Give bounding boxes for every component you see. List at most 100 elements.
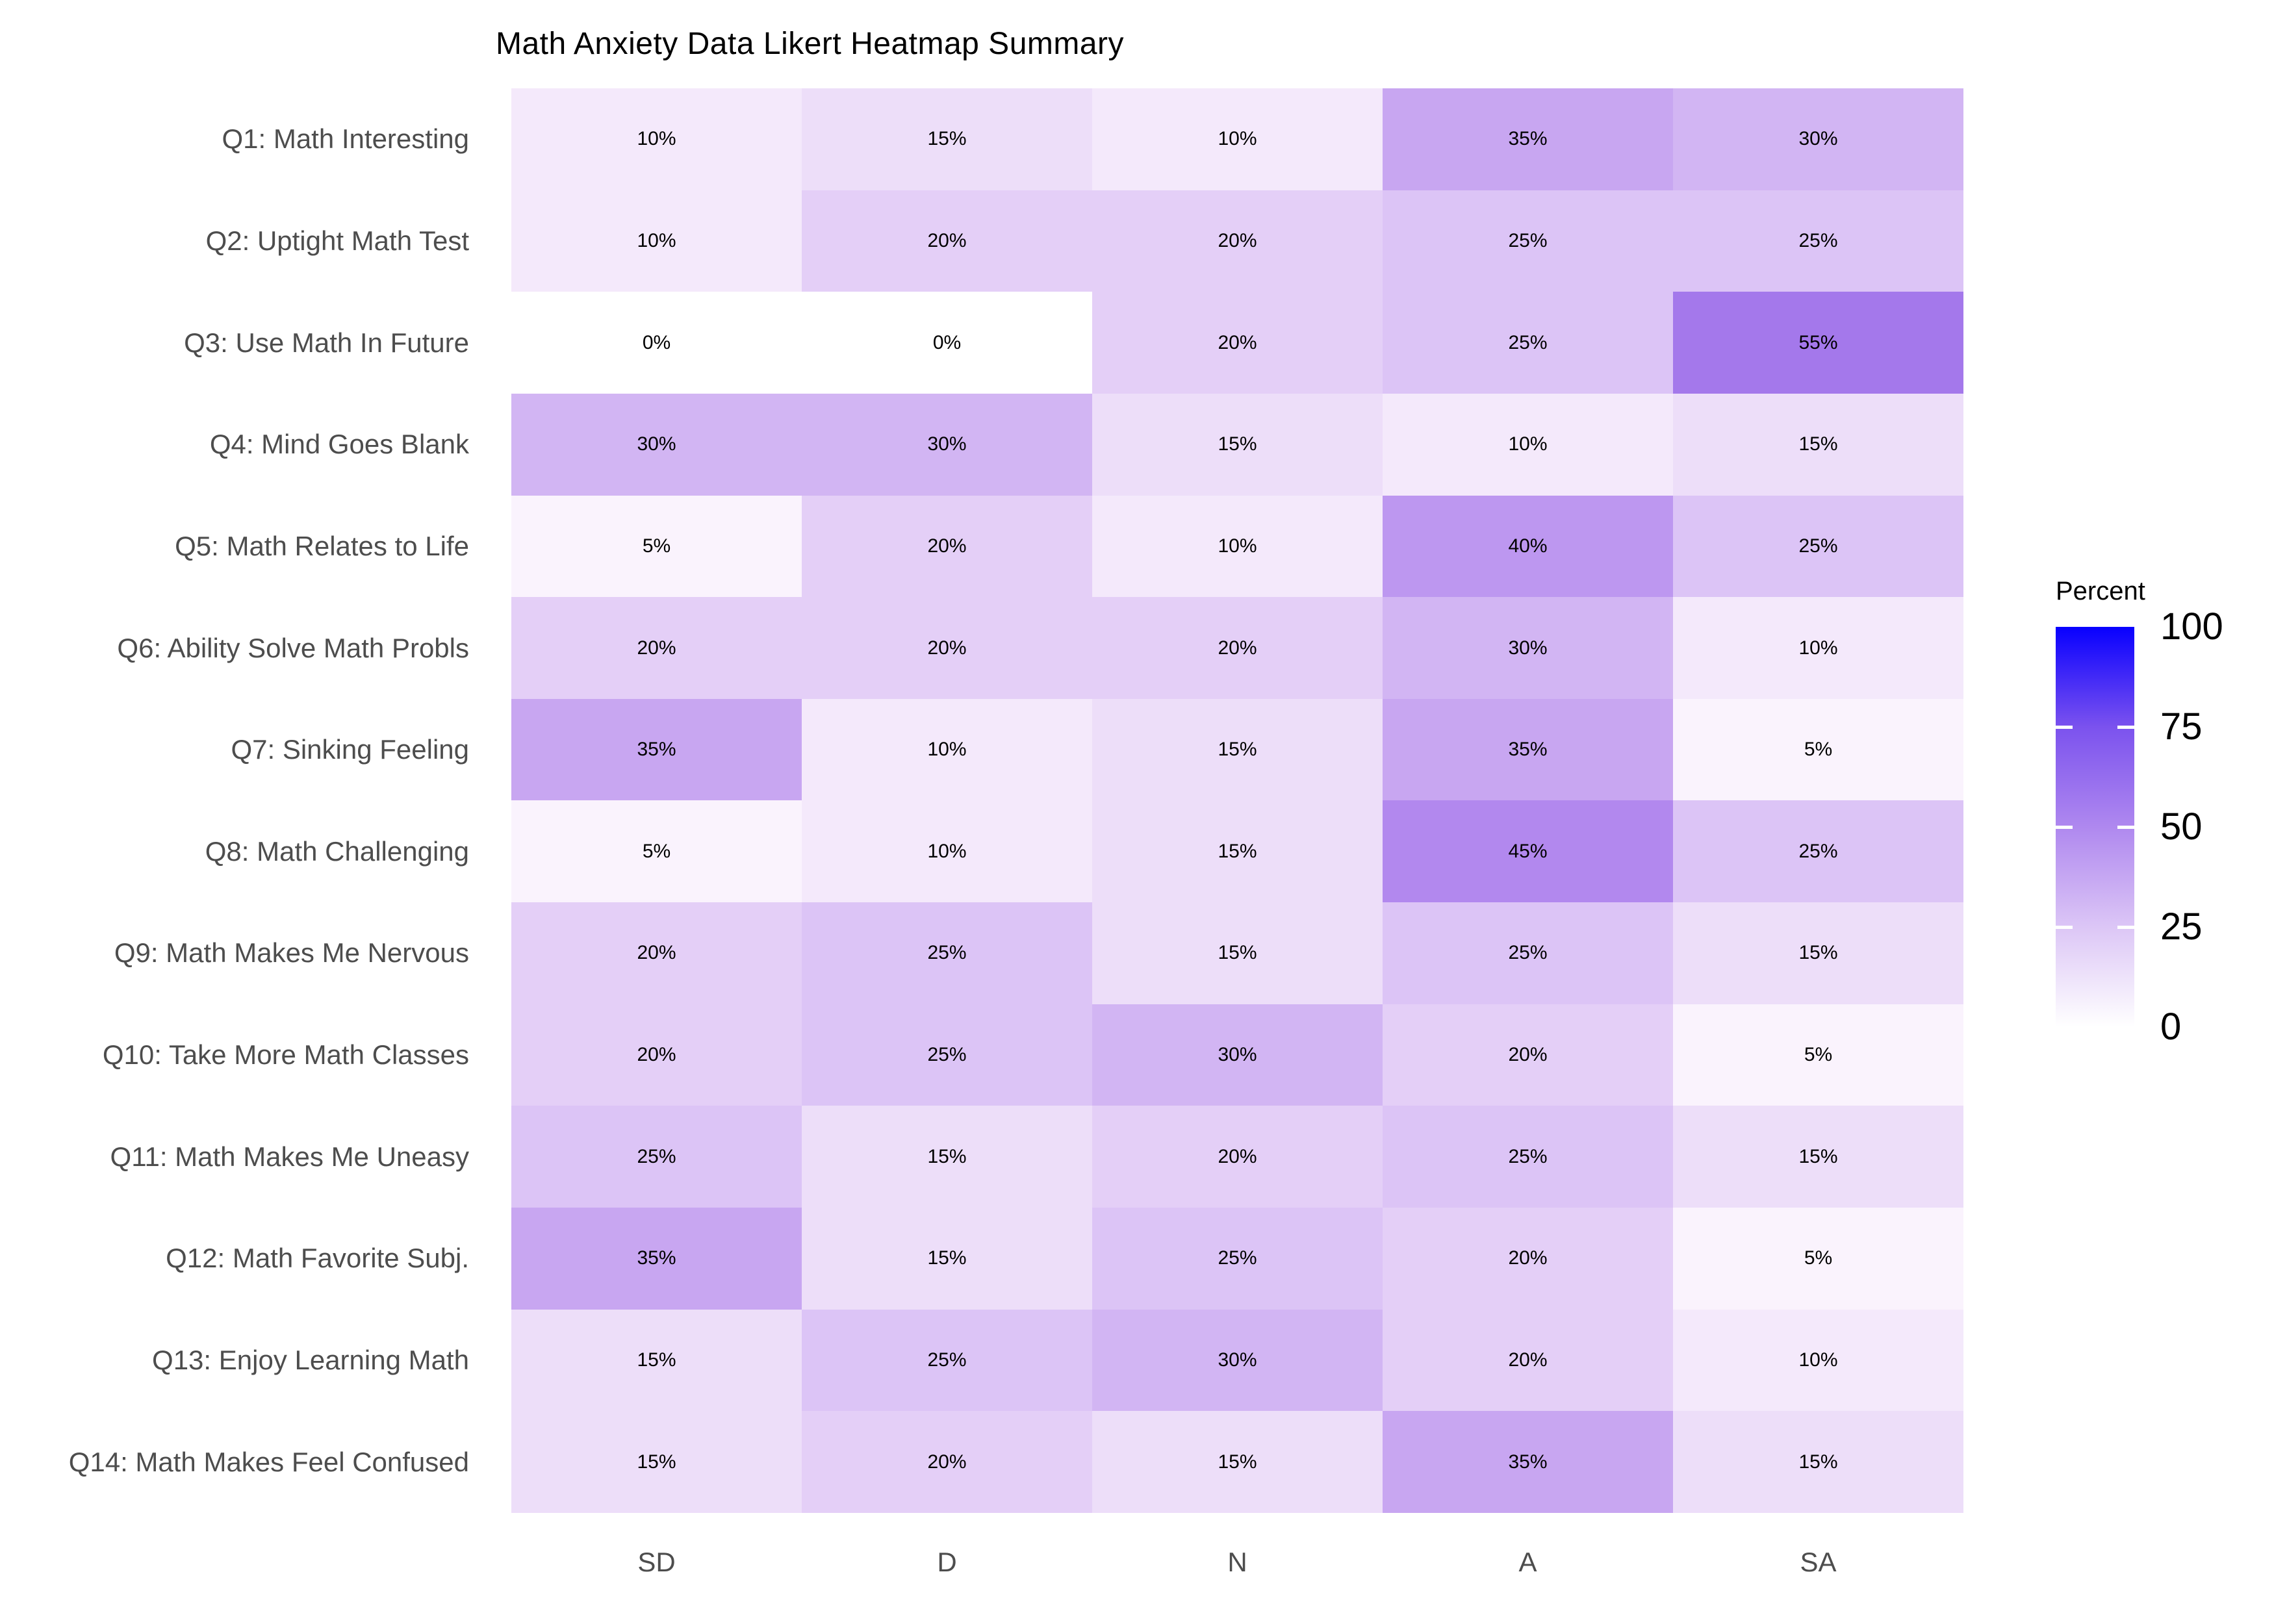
column-label: D	[937, 1547, 957, 1577]
heatmap-cell: 20%	[1092, 190, 1383, 292]
heatmap-cell: 35%	[511, 698, 802, 801]
heatmap-cell: 20%	[802, 495, 1092, 598]
heatmap-cell: 15%	[1092, 902, 1383, 1004]
legend-tick-label: 100	[2160, 605, 2223, 648]
heatmap-cell: 5%	[1673, 1004, 1963, 1106]
heatmap-cell: 15%	[1673, 902, 1963, 1004]
heatmap-cell: 10%	[802, 698, 1092, 801]
legend-tick-label: 75	[2160, 705, 2203, 748]
heatmap-cell: 55%	[1673, 292, 1963, 394]
row-label: Q10: Take More Math Classes	[102, 1039, 469, 1071]
heatmap-cell: 20%	[1383, 1309, 1673, 1412]
heatmap-cell: 25%	[1383, 190, 1673, 292]
heatmap-cell: 15%	[1092, 393, 1383, 496]
legend-tick-mark	[2117, 826, 2134, 829]
heatmap-cell: 25%	[802, 1309, 1092, 1412]
heatmap-cell: 30%	[802, 393, 1092, 496]
heatmap-cell: 20%	[802, 190, 1092, 292]
heatmap-cell: 25%	[511, 1106, 802, 1208]
row-label: Q12: Math Favorite Subj.	[166, 1243, 469, 1274]
heatmap-cell: 5%	[511, 800, 802, 903]
heatmap-cell: 15%	[802, 88, 1092, 190]
row-label: Q8: Math Challenging	[205, 835, 469, 867]
legend: Percent 100 75 50 25 0	[2056, 577, 2274, 1071]
heatmap-cell: 45%	[1383, 800, 1673, 903]
heatmap-cell: 20%	[1383, 1208, 1673, 1310]
heatmap-cell: 20%	[1092, 292, 1383, 394]
heatmap-cell: 5%	[1673, 698, 1963, 801]
chart-title: Math Anxiety Data Likert Heatmap Summary	[496, 27, 1125, 61]
heatmap-cell: 25%	[1673, 190, 1963, 292]
legend-tick-mark	[2056, 926, 2073, 929]
heatmap-cell: 5%	[1673, 1208, 1963, 1310]
heatmap-cell: 30%	[1383, 597, 1673, 699]
heatmap-cell: 20%	[1092, 597, 1383, 699]
legend-gradient-bar	[2056, 627, 2134, 1027]
y-axis-row-labels: Q1: Math Interesting Q2: Uptight Math Tes…	[0, 88, 469, 1513]
heatmap-cell: 15%	[1673, 1106, 1963, 1208]
row-label: Q5: Math Relates to Life	[175, 530, 469, 561]
heatmap-cell: 30%	[511, 393, 802, 496]
x-axis-column-labels: SD D N A SA	[511, 1541, 1963, 1584]
heatmap-cell: 15%	[1092, 698, 1383, 801]
heatmap-cell: 25%	[802, 902, 1092, 1004]
heatmap-cell: 10%	[802, 800, 1092, 903]
heatmap-cell: 20%	[1092, 1106, 1383, 1208]
heatmap-cell: 5%	[511, 495, 802, 598]
row-label: Q14: Math Makes Feel Confused	[68, 1446, 469, 1477]
heatmap-cell: 25%	[1383, 292, 1673, 394]
legend-tick-mark	[2117, 926, 2134, 929]
heatmap-cell: 35%	[511, 1208, 802, 1310]
heatmap-cell: 10%	[1092, 88, 1383, 190]
row-label: Q1: Math Interesting	[222, 123, 469, 155]
heatmap-cell: 25%	[1673, 800, 1963, 903]
column-label: A	[1518, 1547, 1537, 1577]
heatmap-cell: 10%	[511, 190, 802, 292]
row-label: Q2: Uptight Math Test	[205, 225, 469, 256]
column-label: SD	[637, 1547, 676, 1577]
heatmap-cell: 15%	[1673, 393, 1963, 496]
heatmap-cell: 35%	[1383, 698, 1673, 801]
legend-title: Percent	[2056, 577, 2145, 605]
column-label: SA	[1800, 1547, 1837, 1577]
column-label: N	[1227, 1547, 1247, 1577]
heatmap-cell: 25%	[1383, 1106, 1673, 1208]
row-label: Q9: Math Makes Me Nervous	[114, 937, 469, 969]
heatmap-cell: 15%	[1092, 800, 1383, 903]
heatmap-cell: 20%	[802, 1411, 1092, 1513]
legend-tick-label: 25	[2160, 906, 2203, 948]
row-label: Q4: Mind Goes Blank	[209, 429, 469, 460]
heatmap-cell: 25%	[1092, 1208, 1383, 1310]
heatmap-cell: 15%	[1673, 1411, 1963, 1513]
heatmap-cell: 10%	[1092, 495, 1383, 598]
heatmap-cell: 20%	[511, 597, 802, 699]
heatmap-cell: 40%	[1383, 495, 1673, 598]
heatmap-cell: 15%	[511, 1309, 802, 1412]
heatmap-cell: 0%	[511, 292, 802, 394]
legend-tick-mark	[2117, 726, 2134, 729]
heatmap-cell: 35%	[1383, 88, 1673, 190]
legend-tick-label: 0	[2160, 1006, 2182, 1048]
heatmap-cell: 20%	[511, 902, 802, 1004]
row-label: Q11: Math Makes Me Uneasy	[110, 1141, 469, 1172]
row-label: Q3: Use Math In Future	[184, 327, 469, 358]
heatmap-cell: 25%	[1383, 902, 1673, 1004]
legend-tick-label: 50	[2160, 806, 2203, 848]
heatmap-cell: 10%	[511, 88, 802, 190]
heatmap-cell: 30%	[1092, 1004, 1383, 1106]
heatmap-cell: 20%	[802, 597, 1092, 699]
heatmap-cell: 25%	[802, 1004, 1092, 1106]
legend-tick-labels: 100 75 50 25 0	[2160, 608, 2271, 1046]
legend-tick-mark	[2056, 726, 2073, 729]
row-label: Q13: Enjoy Learning Math	[152, 1345, 469, 1376]
heatmap-cell: 0%	[802, 292, 1092, 394]
heatmap-cell: 30%	[1673, 88, 1963, 190]
heatmap-cell: 35%	[1383, 1411, 1673, 1513]
heatmap-cell: 20%	[1383, 1004, 1673, 1106]
heatmap-cell: 10%	[1383, 393, 1673, 496]
heatmap-cell: 15%	[802, 1106, 1092, 1208]
heatmap-cell: 15%	[511, 1411, 802, 1513]
heatmap-cell: 20%	[511, 1004, 802, 1106]
heatmap-cell: 10%	[1673, 597, 1963, 699]
legend-tick-mark	[2056, 826, 2073, 829]
